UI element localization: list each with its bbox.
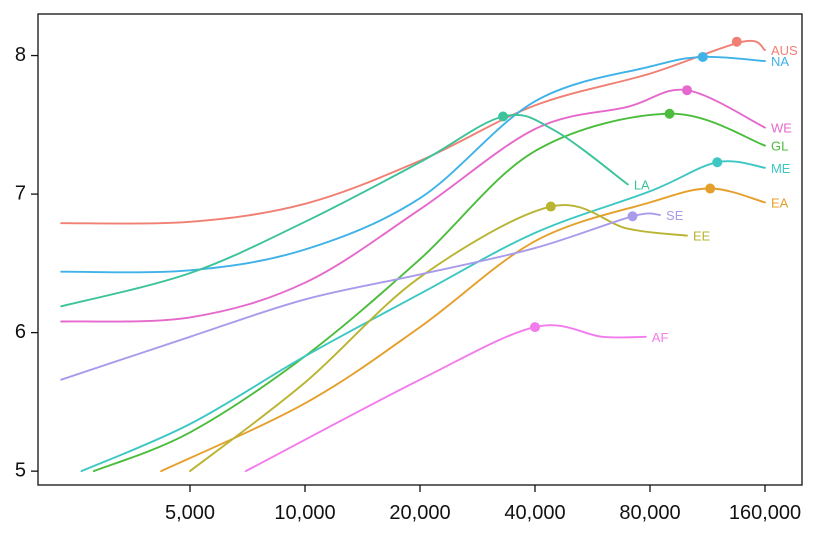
x-tick-label-80000: 80,000 <box>619 502 680 524</box>
series-line-na <box>60 55 766 274</box>
x-tick-label-5000: 5,000 <box>165 502 215 524</box>
series-line-se <box>60 212 661 381</box>
series-line-la <box>60 113 629 308</box>
axis-ticks <box>31 54 766 492</box>
y-tick-label-5: 5 <box>15 459 26 481</box>
y-tick-label-6: 6 <box>15 321 26 343</box>
peak-marker-la <box>498 111 509 122</box>
y-axis-tick-labels: 5 6 7 8 <box>15 44 26 482</box>
series-line-me <box>80 160 766 473</box>
peak-marker-we <box>682 85 693 96</box>
peak-marker-ea <box>705 183 716 194</box>
series-line-af <box>244 324 647 473</box>
y-tick-label-7: 7 <box>15 182 26 204</box>
series-line-ee <box>189 204 688 473</box>
series-label-we: WE <box>771 121 792 136</box>
series-label-gl: GL <box>771 139 788 154</box>
series-label-na: NA <box>771 54 789 69</box>
x-tick-label-40000: 40,000 <box>504 502 565 524</box>
peak-marker-se <box>627 211 638 222</box>
series-line-gl <box>92 112 766 473</box>
series-line-ea <box>160 187 766 473</box>
series-label-me: ME <box>771 161 791 176</box>
series-peak-markers <box>498 36 742 333</box>
peak-marker-na <box>697 51 708 62</box>
peak-marker-aus <box>731 36 742 47</box>
series-label-la: LA <box>634 177 650 192</box>
peak-marker-me <box>712 157 723 168</box>
x-tick-label-20000: 20,000 <box>389 502 450 524</box>
x-tick-label-160000: 160,000 <box>729 502 801 524</box>
x-axis-tick-labels: 5,000 10,000 20,000 40,000 80,000 160,00… <box>165 502 801 524</box>
peak-marker-af <box>529 322 540 333</box>
peak-marker-ee <box>545 201 556 212</box>
series-label-se: SE <box>666 208 684 223</box>
series-label-ee: EE <box>693 229 711 244</box>
plot-frame <box>37 13 803 486</box>
series-labels: AUS NA WE GL LA ME EA EE SE AF <box>634 43 798 345</box>
series-line-we <box>60 88 766 323</box>
series-line-aus <box>60 39 766 225</box>
series-label-aus: AUS <box>771 43 798 58</box>
series-label-ea: EA <box>771 195 789 210</box>
series-label-af: AF <box>652 330 669 345</box>
x-tick-label-10000: 10,000 <box>274 502 335 524</box>
peak-marker-gl <box>664 108 675 119</box>
y-tick-label-8: 8 <box>15 44 26 66</box>
series-lines <box>60 39 766 473</box>
